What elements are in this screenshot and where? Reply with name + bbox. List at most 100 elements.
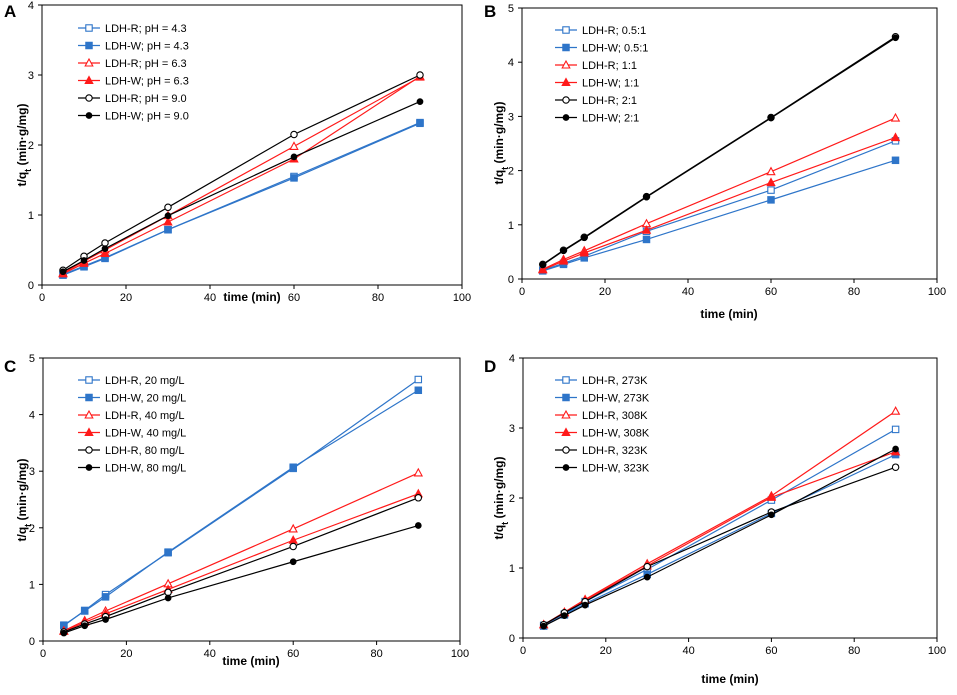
series-2 (60, 386, 423, 629)
y-tick-label: 4 (29, 410, 35, 422)
data-point (288, 523, 298, 533)
series-line (542, 37, 896, 266)
x-tick-label: 40 (682, 645, 694, 657)
y-tick-label: 0 (508, 274, 514, 286)
legend-entry: LDH-W; 2:1 (582, 113, 639, 125)
x-tick-label: 100 (453, 292, 471, 304)
legend-marker (85, 94, 93, 102)
data-point (163, 216, 173, 226)
y-tick-label: 2 (29, 523, 35, 535)
x-tick-label: 60 (765, 645, 777, 657)
data-point (643, 193, 650, 201)
series-line (63, 493, 419, 632)
legend-marker (561, 59, 571, 69)
series-6 (540, 445, 899, 630)
legend-marker (84, 75, 94, 85)
data-point (289, 463, 297, 471)
x-tick-label: 60 (288, 292, 300, 304)
data-point (766, 492, 777, 501)
data-point (164, 588, 172, 597)
series-line (62, 74, 421, 271)
data-point (416, 71, 424, 79)
legend-entry: LDH-R; 1:1 (582, 60, 637, 72)
data-point (580, 234, 588, 242)
plot-frame (42, 357, 461, 642)
data-point (890, 132, 901, 142)
y-tick-label: 1 (28, 210, 34, 222)
series-line (62, 101, 421, 273)
x-tick-label: 80 (372, 292, 384, 304)
x-tick-label: 40 (204, 648, 216, 660)
y-axis-label: t/qt (min·g/mg) (15, 104, 33, 187)
legend-entry: LDH-R; pH = 4.3 (105, 23, 187, 35)
series-3 (538, 406, 901, 629)
series-2 (59, 119, 424, 279)
data-point (414, 522, 422, 529)
series-5 (60, 494, 423, 636)
data-point (290, 153, 298, 161)
y-tick-label: 2 (508, 166, 514, 178)
legend-entry: LDH-R; pH = 6.3 (105, 58, 187, 70)
data-point (59, 268, 67, 276)
legend-marker (562, 26, 570, 34)
legend: LDH-R; pH = 4.3 LDH-W; pH = 4.3 LDH-R; pH … (78, 23, 189, 123)
y-tick-label: 3 (509, 423, 515, 435)
legend-marker (84, 57, 94, 67)
legend-marker (84, 409, 94, 419)
legend-marker (562, 376, 570, 384)
data-point (164, 203, 172, 212)
data-point (290, 130, 298, 139)
y-tick-label: 3 (508, 111, 514, 123)
legend-entry: LDH-W, 20 mg/L (105, 393, 186, 405)
y-tick-label: 0 (29, 636, 35, 648)
legend-entry: LDH-W; pH = 6.3 (105, 76, 189, 88)
y-tick-label: 1 (29, 579, 35, 591)
series-line (543, 448, 896, 627)
x-tick-label: 20 (120, 648, 132, 660)
chart-panel-c: C 0 20 40 60 80 100 0 1 2 3 4 5 time (min) t/qt (min·g… (4, 353, 469, 668)
data-point (768, 511, 775, 519)
legend-marker (562, 393, 570, 402)
legend-marker (562, 464, 570, 471)
data-point (643, 562, 651, 571)
data-point (100, 248, 110, 258)
data-point (643, 573, 651, 581)
y-tick-label: 5 (508, 3, 514, 15)
data-point (101, 239, 109, 247)
plot-frame (521, 7, 938, 280)
x-tick-label: 20 (600, 645, 612, 657)
data-point (60, 629, 68, 637)
x-axis-label: time (min) (701, 672, 758, 686)
chart-panel-a: A 0 20 40 60 80 100 0 1 2 3 4 time (min) t/qt (min·g/… (4, 0, 471, 304)
x-tick-label: 100 (928, 645, 946, 657)
y-tick-label: 4 (28, 0, 34, 12)
x-tick-label: 20 (599, 286, 611, 298)
legend-entry: LDH-W; pH = 9.0 (105, 111, 189, 123)
x-tick-label: 80 (370, 648, 382, 660)
y-tick-label: 1 (508, 220, 514, 232)
panel-label: D (484, 357, 496, 376)
y-tick-label: 2 (28, 140, 34, 152)
legend-marker (85, 393, 93, 402)
legend-marker (85, 446, 93, 454)
legend-entry: LDH-R, 20 mg/L (105, 375, 184, 387)
data-point (101, 245, 109, 252)
data-point (767, 114, 775, 122)
y-tick-label: 1 (509, 563, 515, 575)
series-line (63, 524, 419, 634)
y-tick-label: 2 (509, 493, 515, 505)
data-point (641, 225, 652, 234)
y-axis-label: t/qt (min·g/mg) (15, 459, 33, 542)
data-point (891, 156, 900, 165)
data-point (642, 235, 651, 244)
chart-panel-d: D 0 20 40 60 80 100 0 1 2 3 4 time (min) t/qt (min·g/… (484, 353, 946, 686)
legend-entry: LDH-W, 40 mg/L (105, 428, 186, 440)
data-point (767, 196, 775, 204)
data-point (414, 375, 423, 384)
series-2 (538, 156, 900, 275)
legend-entry: LDH-R, 80 mg/L (105, 445, 184, 457)
x-tick-label: 40 (682, 286, 694, 298)
legend-entry: LDH-W, 80 mg/L (105, 463, 186, 475)
data-point (558, 255, 569, 265)
